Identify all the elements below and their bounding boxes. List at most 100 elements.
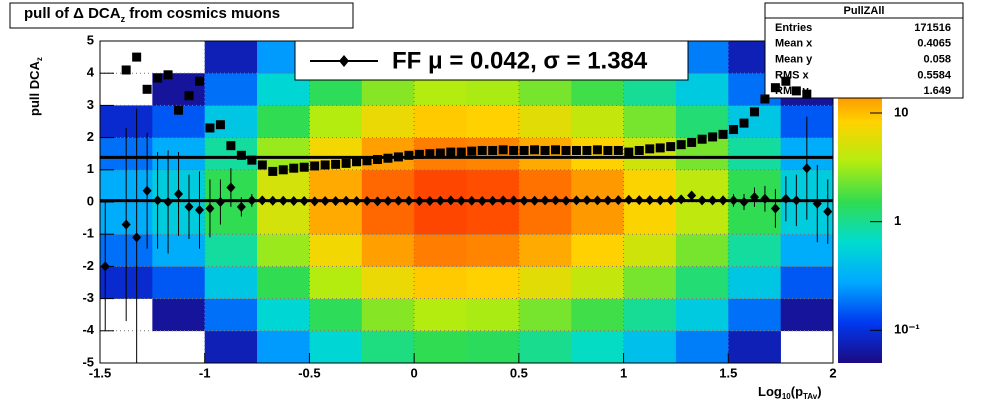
square-marker bbox=[404, 150, 414, 160]
stats-value: 171516 bbox=[914, 22, 951, 34]
heatmap-cell bbox=[623, 202, 677, 235]
diamond-marker bbox=[226, 182, 236, 193]
y-tick-label: 4 bbox=[87, 65, 95, 80]
heatmap-cell bbox=[204, 330, 258, 364]
square-marker bbox=[582, 145, 592, 155]
x-tick-label: 0 bbox=[411, 365, 418, 380]
y-tick-label: -1 bbox=[82, 226, 94, 241]
heatmap-cell bbox=[518, 298, 572, 332]
diamond-marker bbox=[163, 197, 173, 207]
heatmap-cell bbox=[152, 298, 206, 332]
y-tick-label: 1 bbox=[87, 161, 94, 176]
diamond-marker bbox=[488, 195, 498, 206]
heatmap-cell bbox=[204, 298, 258, 332]
square-marker bbox=[749, 107, 759, 117]
title-part: pull of Δ DCA bbox=[24, 5, 121, 22]
diamond-marker bbox=[676, 194, 686, 205]
square-marker bbox=[530, 145, 540, 155]
x-axis-label: Log10(pTAv) bbox=[758, 384, 822, 401]
diamond-marker bbox=[393, 195, 403, 206]
x-tick-label: -0.5 bbox=[298, 365, 320, 380]
heatmap-cell bbox=[204, 105, 258, 138]
stats-key: Entries bbox=[775, 22, 812, 34]
heatmap-cell bbox=[623, 105, 677, 138]
diamond-marker bbox=[236, 201, 246, 212]
stats-box: PullZAll Entries 171516 Mean x 0.4065 Mean y… bbox=[764, 2, 964, 99]
diamond-marker bbox=[645, 195, 655, 206]
diamond-marker bbox=[352, 196, 362, 207]
diamond-marker bbox=[739, 197, 749, 207]
diamond-marker bbox=[320, 196, 330, 207]
diamond-marker bbox=[540, 195, 550, 206]
square-marker bbox=[163, 70, 173, 80]
heatmap bbox=[100, 41, 834, 364]
square-marker bbox=[697, 134, 707, 144]
square-marker bbox=[425, 149, 435, 159]
heatmap-cell bbox=[780, 234, 834, 267]
square-marker bbox=[603, 145, 613, 155]
diamond-marker bbox=[749, 192, 759, 203]
diamond-marker bbox=[781, 193, 791, 204]
diamond-marker bbox=[687, 190, 697, 201]
heatmap-cell bbox=[780, 266, 834, 299]
heatmap-cell bbox=[204, 41, 258, 74]
x-label-sub: 10 bbox=[782, 392, 791, 401]
square-marker bbox=[174, 105, 184, 115]
diamond-marker bbox=[184, 201, 194, 212]
diamond-marker bbox=[823, 206, 833, 217]
square-marker bbox=[257, 160, 267, 170]
square-marker bbox=[791, 86, 801, 96]
heatmap-cell bbox=[675, 202, 729, 235]
heatmap-cell bbox=[518, 105, 572, 138]
heatmap-cell bbox=[309, 105, 363, 138]
x-tick-label: 1.5 bbox=[719, 365, 737, 380]
color-axis: 10⁻¹ 1 10 bbox=[870, 104, 920, 337]
x-label-part: (p bbox=[791, 384, 803, 399]
diamond-marker bbox=[310, 196, 320, 207]
stats-title: PullZAll bbox=[844, 5, 885, 17]
diamond-marker bbox=[257, 195, 267, 206]
diamond-marker bbox=[561, 195, 571, 206]
square-marker bbox=[236, 150, 246, 160]
square-marker bbox=[247, 155, 257, 165]
square-marker bbox=[289, 163, 299, 173]
axes: -1.5 -1 -0.5 0 0.5 1 1.5 2 -5 -4 -3 -2 -1 0 1 2 3 4 5 bbox=[82, 32, 836, 380]
square-marker bbox=[132, 52, 142, 62]
diamond-marker bbox=[100, 261, 110, 272]
heatmap-cell bbox=[780, 298, 834, 332]
diamond-marker bbox=[414, 196, 424, 207]
heatmap-cell bbox=[728, 330, 781, 364]
square-marker bbox=[781, 76, 791, 86]
square-marker bbox=[498, 145, 508, 155]
stats-key: RMS x bbox=[775, 69, 810, 81]
diamond-marker bbox=[613, 195, 623, 206]
heatmap-cell bbox=[361, 266, 415, 299]
diamond-marker bbox=[571, 195, 581, 206]
square-marker bbox=[592, 145, 602, 155]
x-tick-label: 0.5 bbox=[510, 365, 528, 380]
heatmap-cell bbox=[728, 266, 781, 299]
diamond-marker bbox=[467, 195, 477, 206]
y-label-part: pull DCA bbox=[27, 61, 42, 116]
square-marker bbox=[624, 147, 634, 157]
heatmap-cell bbox=[309, 234, 363, 267]
diamond-marker bbox=[404, 195, 414, 206]
heatmap-cell bbox=[257, 105, 310, 138]
square-marker bbox=[729, 125, 739, 135]
title-box: pull of Δ DCAz from cosmics muons bbox=[9, 2, 354, 29]
square-marker bbox=[352, 157, 362, 167]
diamond-marker bbox=[519, 195, 529, 206]
heatmap-cell bbox=[204, 234, 258, 267]
heatmap-cell bbox=[466, 202, 520, 235]
diamond-marker bbox=[435, 195, 445, 206]
square-marker bbox=[142, 84, 152, 94]
x-label-part: Log bbox=[758, 384, 782, 399]
heatmap-cell bbox=[309, 202, 363, 235]
diamond-marker bbox=[278, 195, 288, 206]
heatmap-cell bbox=[361, 202, 415, 235]
title-sub: z bbox=[121, 14, 126, 24]
heatmap-cell bbox=[414, 202, 467, 235]
diamond-marker bbox=[456, 195, 466, 206]
heatmap-cell bbox=[675, 330, 729, 364]
